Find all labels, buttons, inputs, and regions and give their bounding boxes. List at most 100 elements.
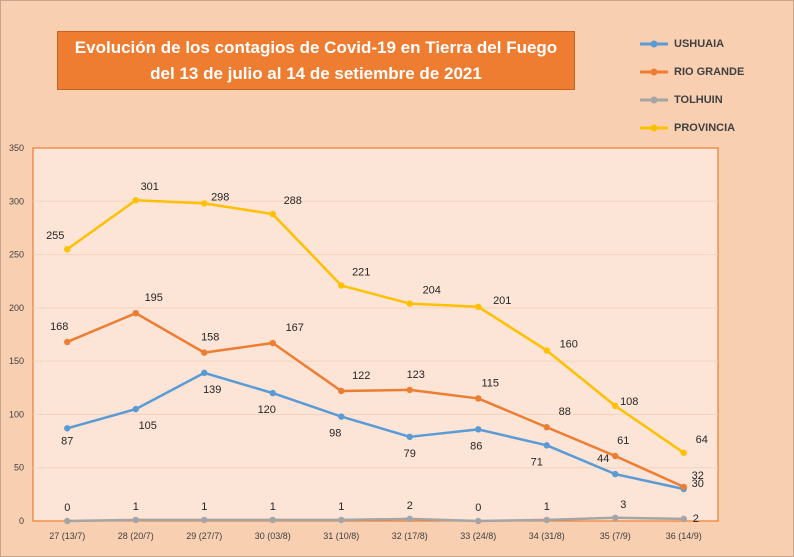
y-tick-label: 100 bbox=[9, 409, 24, 419]
data-point bbox=[201, 349, 208, 356]
data-label: 1 bbox=[270, 501, 276, 513]
data-point bbox=[201, 200, 208, 207]
series-line-provincia bbox=[66, 198, 685, 454]
data-label: 1 bbox=[338, 501, 344, 513]
data-point bbox=[612, 514, 619, 522]
x-tick-label: 34 (31/8) bbox=[529, 531, 565, 541]
legend-marker-tolhuin-icon bbox=[640, 96, 668, 104]
x-tick-label: 32 (17/8) bbox=[392, 531, 428, 541]
data-label: 168 bbox=[50, 321, 68, 333]
data-label: 108 bbox=[620, 396, 638, 408]
series-line-rio-grande bbox=[66, 311, 685, 489]
x-tick-label: 30 (03/8) bbox=[255, 531, 291, 541]
data-point bbox=[612, 470, 619, 478]
plot-area bbox=[32, 147, 719, 522]
data-label: 71 bbox=[531, 456, 543, 468]
data-label: 120 bbox=[258, 404, 276, 416]
data-label: 64 bbox=[696, 434, 708, 446]
data-label: 3 bbox=[620, 499, 626, 511]
data-label: 61 bbox=[617, 435, 629, 447]
data-label: 195 bbox=[145, 292, 163, 304]
data-point bbox=[406, 300, 413, 307]
data-point bbox=[543, 442, 550, 449]
data-label: 123 bbox=[407, 369, 425, 381]
data-label: 87 bbox=[61, 435, 73, 447]
data-label: 0 bbox=[475, 502, 481, 514]
data-point bbox=[680, 515, 687, 523]
series-line-ushuaia bbox=[66, 371, 685, 491]
data-point bbox=[132, 309, 139, 317]
data-point bbox=[338, 516, 345, 524]
legend-label-provincia: PROVINCIA bbox=[674, 122, 736, 134]
data-point bbox=[132, 197, 139, 204]
data-point bbox=[338, 387, 345, 395]
x-tick-label: 35 (7/9) bbox=[600, 531, 631, 541]
data-point bbox=[406, 386, 413, 394]
data-label: 201 bbox=[493, 295, 511, 307]
data-point bbox=[680, 483, 687, 491]
data-label: 2 bbox=[407, 500, 413, 512]
legend-item-provincia: PROVINCIA bbox=[640, 114, 780, 142]
legend-marker-provincia-icon bbox=[640, 124, 668, 132]
data-label: 221 bbox=[352, 266, 370, 278]
data-point bbox=[338, 282, 345, 289]
data-label: 160 bbox=[560, 338, 578, 350]
data-point bbox=[475, 426, 482, 433]
chart-title-line-1: Evolución de los contagios de Covid-19 e… bbox=[74, 37, 558, 57]
legend-item-rio-grande: RIO GRANDE bbox=[640, 58, 780, 86]
legend-label-tolhuin: TOLHUIN bbox=[674, 94, 723, 106]
data-label: 115 bbox=[481, 377, 499, 389]
x-tick-label: 28 (20/7) bbox=[118, 531, 154, 541]
y-tick-label: 0 bbox=[19, 516, 24, 526]
data-point bbox=[680, 449, 687, 456]
legend-item-tolhuin: TOLHUIN bbox=[640, 86, 780, 114]
y-tick-label: 350 bbox=[9, 143, 24, 153]
data-point bbox=[269, 389, 276, 397]
data-label: 105 bbox=[139, 420, 157, 432]
data-label: 0 bbox=[64, 502, 70, 514]
data-point bbox=[612, 402, 619, 410]
legend-marker-rio-grande-icon bbox=[640, 68, 668, 76]
data-point bbox=[269, 210, 276, 218]
x-tick-label: 27 (13/7) bbox=[49, 531, 85, 541]
data-point bbox=[475, 303, 482, 310]
data-label: 1 bbox=[133, 501, 139, 513]
x-tick-label: 36 (14/9) bbox=[666, 531, 702, 541]
data-label: 1 bbox=[544, 501, 550, 513]
data-label: 255 bbox=[46, 230, 64, 242]
data-label: 2 bbox=[693, 513, 699, 525]
data-label: 44 bbox=[597, 453, 609, 465]
y-tick-label: 250 bbox=[9, 250, 24, 260]
legend-item-ushuaia: USHUAIA bbox=[640, 30, 780, 58]
data-label: 158 bbox=[201, 332, 219, 344]
data-point bbox=[64, 517, 71, 525]
y-tick-label: 200 bbox=[9, 303, 24, 313]
x-tick-label: 31 (10/8) bbox=[323, 531, 359, 541]
data-point bbox=[475, 395, 482, 402]
data-label: 139 bbox=[203, 384, 221, 396]
data-point bbox=[269, 516, 276, 524]
chart-title: Evolución de los contagios de Covid-19 e… bbox=[57, 31, 575, 90]
data-point bbox=[132, 405, 139, 413]
data-point bbox=[132, 516, 139, 524]
data-label: 167 bbox=[286, 322, 304, 334]
data-point bbox=[543, 516, 550, 524]
data-label: 1 bbox=[201, 501, 207, 513]
x-tick-label: 29 (27/7) bbox=[186, 531, 222, 541]
data-point bbox=[269, 339, 276, 347]
data-point bbox=[543, 424, 550, 431]
y-tick-label: 150 bbox=[9, 356, 24, 366]
data-point bbox=[64, 338, 71, 346]
legend: USHUAIA RIO GRANDE TOLHUIN PROVINCIA bbox=[640, 30, 780, 142]
data-label: 298 bbox=[211, 191, 229, 203]
data-label: 122 bbox=[352, 370, 370, 382]
data-label: 98 bbox=[329, 428, 341, 440]
data-point bbox=[612, 452, 619, 460]
data-label: 301 bbox=[141, 181, 159, 193]
legend-marker-ushuaia-icon bbox=[640, 40, 668, 48]
data-point bbox=[64, 246, 71, 253]
legend-label-ushuaia: USHUAIA bbox=[674, 38, 725, 50]
data-point bbox=[406, 433, 413, 441]
data-label: 86 bbox=[470, 440, 482, 452]
